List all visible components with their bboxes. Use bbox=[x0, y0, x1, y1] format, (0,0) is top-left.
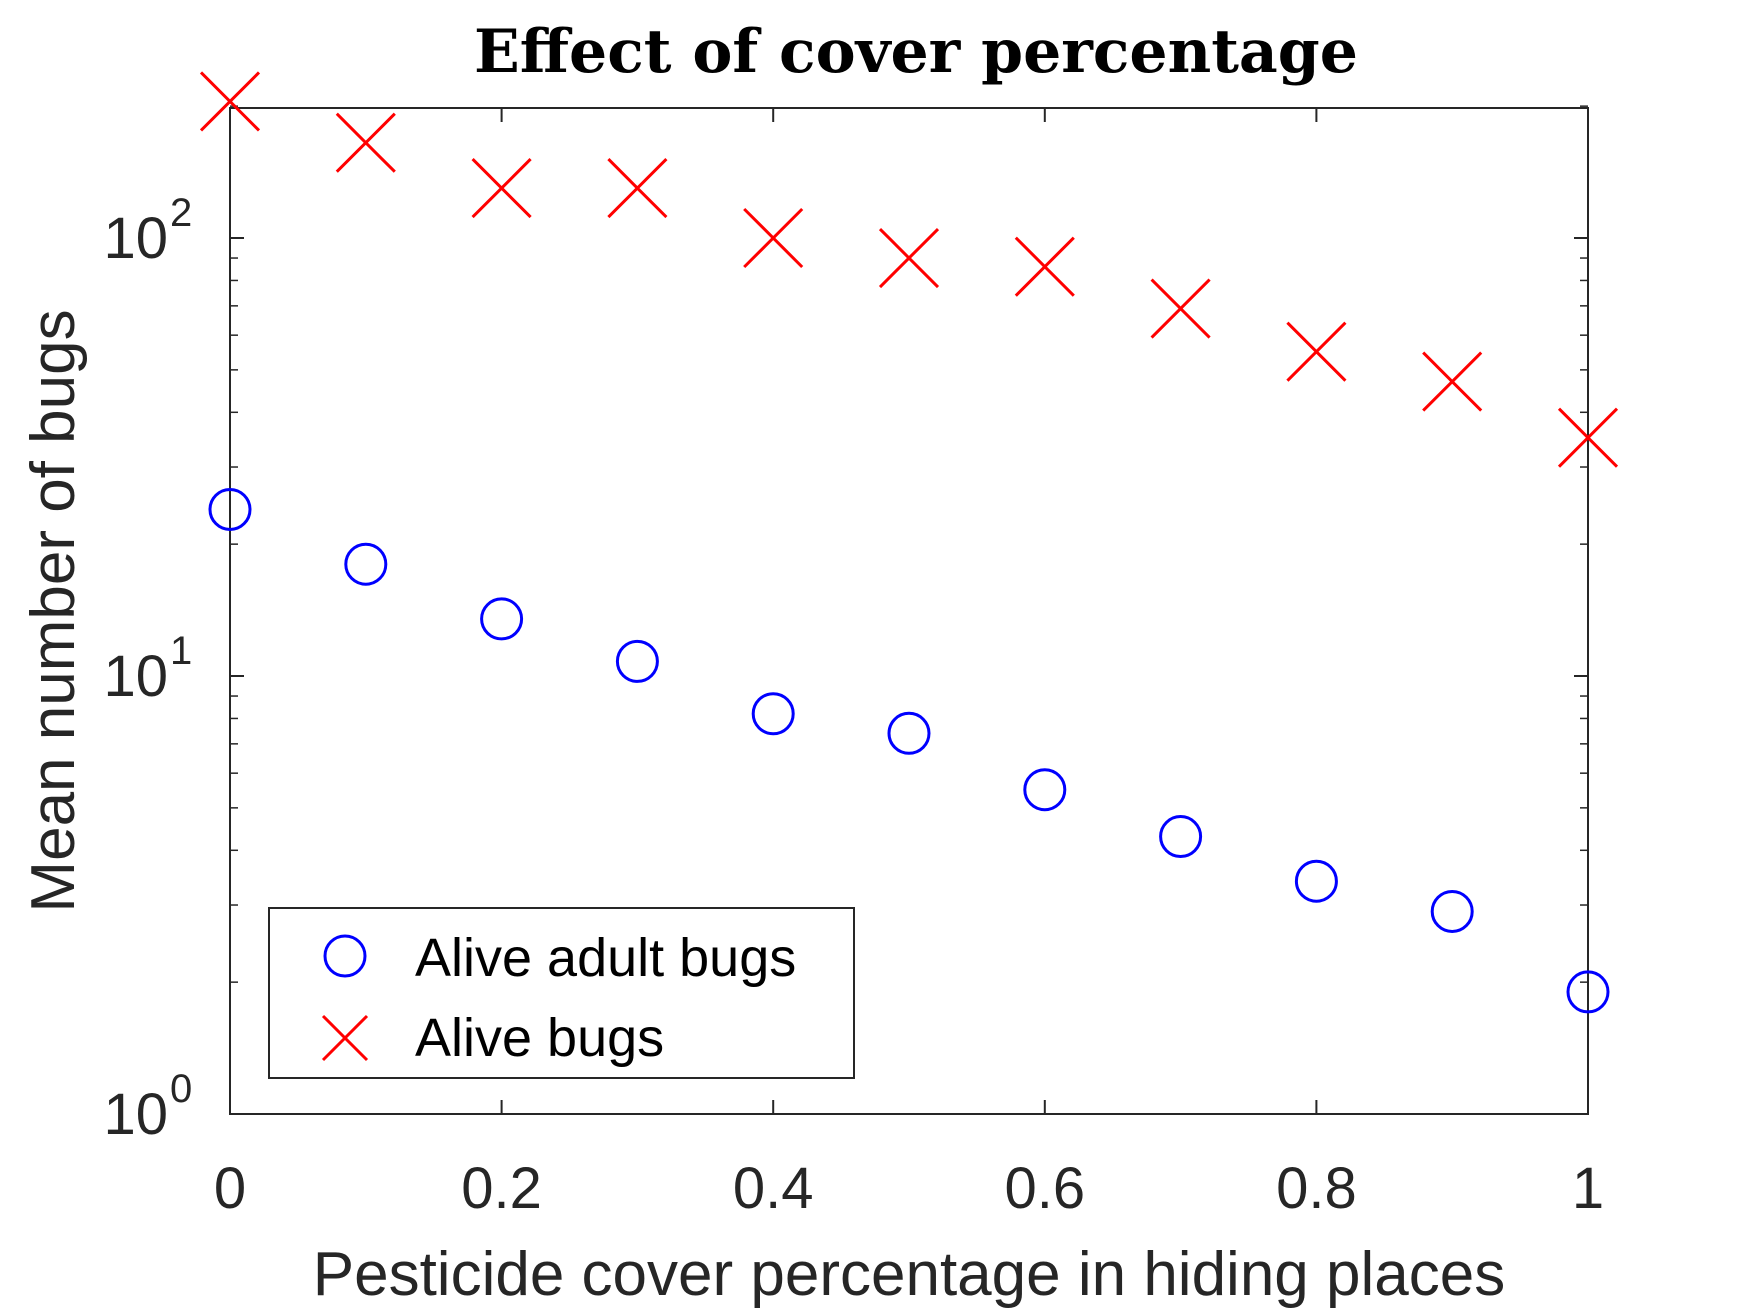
alive-bugs-point bbox=[1422, 351, 1483, 412]
chart-title: Effect of cover percentage bbox=[474, 17, 1358, 87]
alive-adult-bugs-point bbox=[751, 692, 795, 736]
alive-adult-bugs-point bbox=[480, 597, 524, 641]
alive-adult-bugs-point bbox=[208, 487, 252, 531]
alive-bugs-point bbox=[607, 158, 668, 219]
alive-adult-bugs-point bbox=[344, 542, 388, 586]
alive-bugs-point bbox=[199, 71, 261, 132]
alive-bugs-point bbox=[1286, 321, 1347, 382]
x-tick-label: 0.8 bbox=[1276, 1156, 1357, 1221]
y-tick-label-exponent: 0 bbox=[170, 1067, 192, 1111]
alive-adult-bugs-point bbox=[1294, 859, 1338, 903]
y-tick-label-exponent: 2 bbox=[170, 191, 192, 235]
legend-circle-marker bbox=[323, 934, 367, 978]
y-tick-label: 10 bbox=[103, 1082, 168, 1147]
y-axis-label: Mean number of bugs bbox=[19, 309, 88, 912]
x-tick-label: 0.2 bbox=[461, 1156, 542, 1221]
legend-box bbox=[268, 907, 855, 1079]
alive-adult-bugs-point bbox=[1430, 889, 1474, 933]
legend-label-all: Alive bugs bbox=[415, 1008, 664, 1068]
y-tick-label-exponent: 1 bbox=[170, 629, 192, 673]
alive-adult-bugs-point bbox=[1023, 768, 1067, 812]
x-tick-label: 1 bbox=[1572, 1156, 1604, 1221]
y-tick-label: 10 bbox=[103, 206, 168, 271]
x-axis-label: Pesticide cover percentage in hiding pla… bbox=[313, 1240, 1506, 1309]
alive-adult-bugs-point bbox=[887, 711, 931, 755]
alive-bugs-point bbox=[1557, 407, 1619, 468]
legend-x-marker bbox=[321, 1014, 369, 1062]
alive-adult-bugs-point bbox=[1566, 970, 1610, 1014]
alive-bugs-point bbox=[1150, 278, 1211, 339]
x-tick-label: 0.6 bbox=[1004, 1156, 1085, 1221]
alive-bugs-point bbox=[1014, 236, 1075, 297]
alive-bugs-point bbox=[878, 227, 940, 289]
alive-bugs-point bbox=[335, 112, 396, 173]
legend-label-adult: Alive adult bugs bbox=[415, 928, 796, 988]
x-tick-label: 0 bbox=[214, 1156, 246, 1221]
alive-adult-bugs-point bbox=[1159, 815, 1203, 859]
alive-bugs-point bbox=[471, 158, 532, 219]
alive-bugs-point bbox=[743, 207, 804, 269]
y-tick-label: 10 bbox=[103, 644, 168, 709]
legend: Alive adult bugs Alive bugs bbox=[268, 907, 855, 1079]
alive-adult-bugs-point bbox=[615, 639, 659, 683]
x-tick-label: 0.4 bbox=[733, 1156, 814, 1221]
